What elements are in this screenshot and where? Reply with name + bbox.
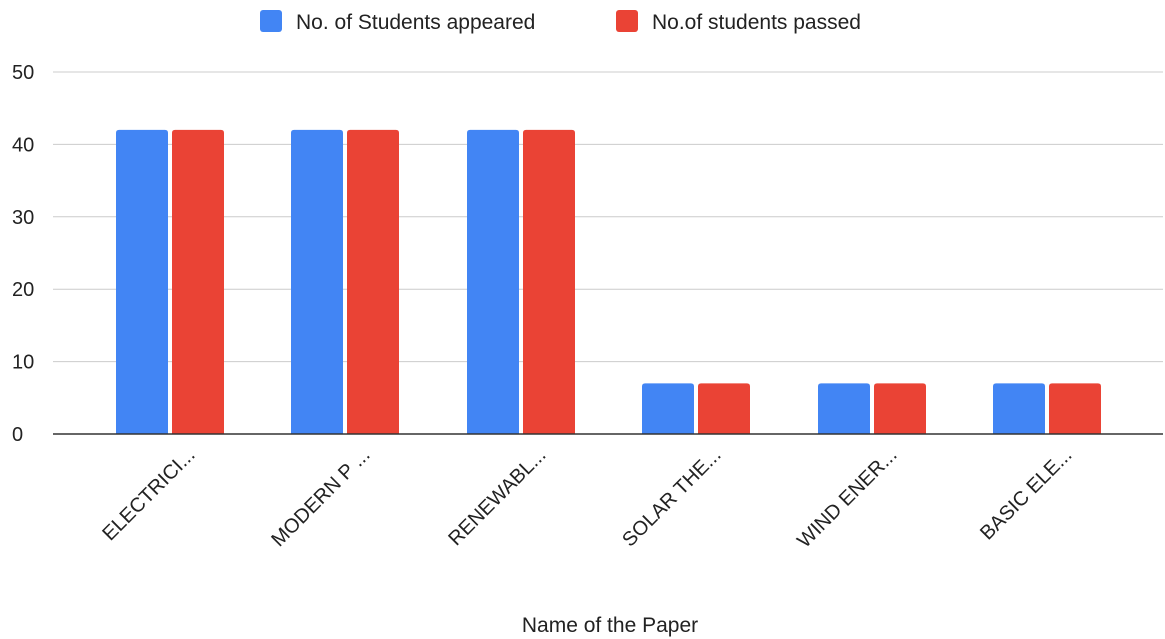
gridlines [53,71,1163,363]
bar-appeared [467,129,519,435]
x-tick-label: SOLAR THE... [618,444,725,551]
legend: No. of Students appeared No.of students p… [260,10,861,34]
bar-passed [172,129,224,435]
y-tick-label: 20 [12,279,34,301]
bar-appeared [116,129,168,435]
bars [116,129,1101,435]
bar-passed [523,129,575,435]
x-axis-title: Name of the Paper [522,614,698,637]
bar-appeared [993,383,1045,434]
y-tick-label: 40 [12,134,34,156]
x-tick-label: ELECTRICI... [98,444,199,545]
x-tick-label: WIND ENER... [793,444,901,552]
x-tick-label: BASIC ELE... [976,444,1076,544]
legend-label: No. of Students appeared [296,11,535,34]
legend-label: No.of students passed [652,11,861,34]
y-tick-label: 30 [12,207,34,229]
bar-passed [698,383,750,434]
x-tick-label: RENEWABL... [444,444,550,550]
y-tick-label: 0 [12,424,23,446]
y-tick-label: 10 [12,352,34,374]
bar-passed [347,129,399,435]
legend-swatch [616,10,638,32]
bar-passed [874,383,926,434]
bar-appeared [642,383,694,434]
bar-appeared [818,383,870,434]
legend-swatch [260,10,282,32]
bar-appeared [291,129,343,435]
bar-passed [1049,383,1101,434]
y-tick-label: 50 [12,62,34,84]
x-tick-label: MODERN P ... [267,444,374,551]
